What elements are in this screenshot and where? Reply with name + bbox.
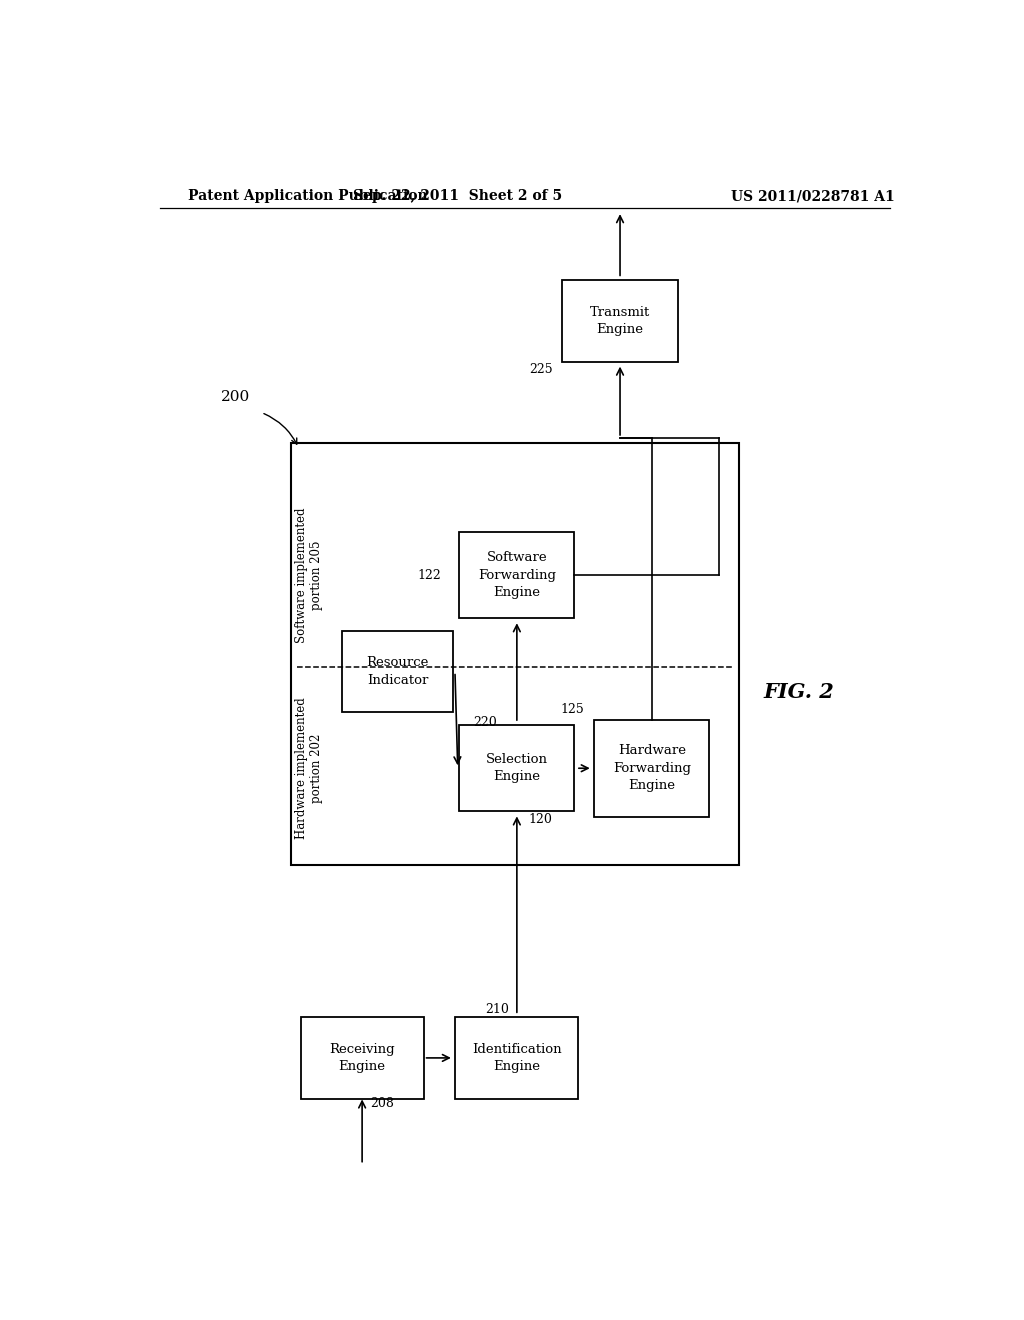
Bar (291, 444, 739, 865)
Bar (301, 1018, 424, 1098)
Bar (460, 532, 574, 618)
Bar (460, 725, 574, 812)
Text: 122: 122 (418, 569, 441, 582)
Text: Receiving
Engine: Receiving Engine (330, 1043, 395, 1073)
Text: Resource
Indicator: Resource Indicator (367, 656, 429, 686)
Bar (562, 280, 678, 362)
Text: FIG. 2: FIG. 2 (763, 682, 834, 702)
Text: 208: 208 (370, 1097, 394, 1110)
Text: Software implemented
portion 205: Software implemented portion 205 (295, 507, 323, 643)
Text: Selection
Engine: Selection Engine (485, 752, 548, 784)
Bar (456, 1018, 579, 1098)
Text: 120: 120 (528, 813, 553, 825)
Text: Patent Application Publication: Patent Application Publication (187, 189, 427, 203)
Text: 210: 210 (485, 1003, 509, 1015)
Bar (594, 719, 710, 817)
Text: 225: 225 (529, 363, 553, 376)
Text: Identification
Engine: Identification Engine (472, 1043, 562, 1073)
Text: 200: 200 (220, 391, 250, 404)
Text: Hardware
Forwarding
Engine: Hardware Forwarding Engine (612, 744, 691, 792)
Text: Sep. 22, 2011  Sheet 2 of 5: Sep. 22, 2011 Sheet 2 of 5 (353, 189, 562, 203)
Text: US 2011/0228781 A1: US 2011/0228781 A1 (731, 189, 895, 203)
Text: 125: 125 (560, 702, 585, 715)
Text: Hardware implemented
portion 202: Hardware implemented portion 202 (295, 697, 323, 840)
Text: Transmit
Engine: Transmit Engine (590, 306, 650, 337)
Bar (342, 631, 454, 713)
Text: Software
Forwarding
Engine: Software Forwarding Engine (478, 552, 556, 599)
Text: 220: 220 (473, 715, 497, 729)
